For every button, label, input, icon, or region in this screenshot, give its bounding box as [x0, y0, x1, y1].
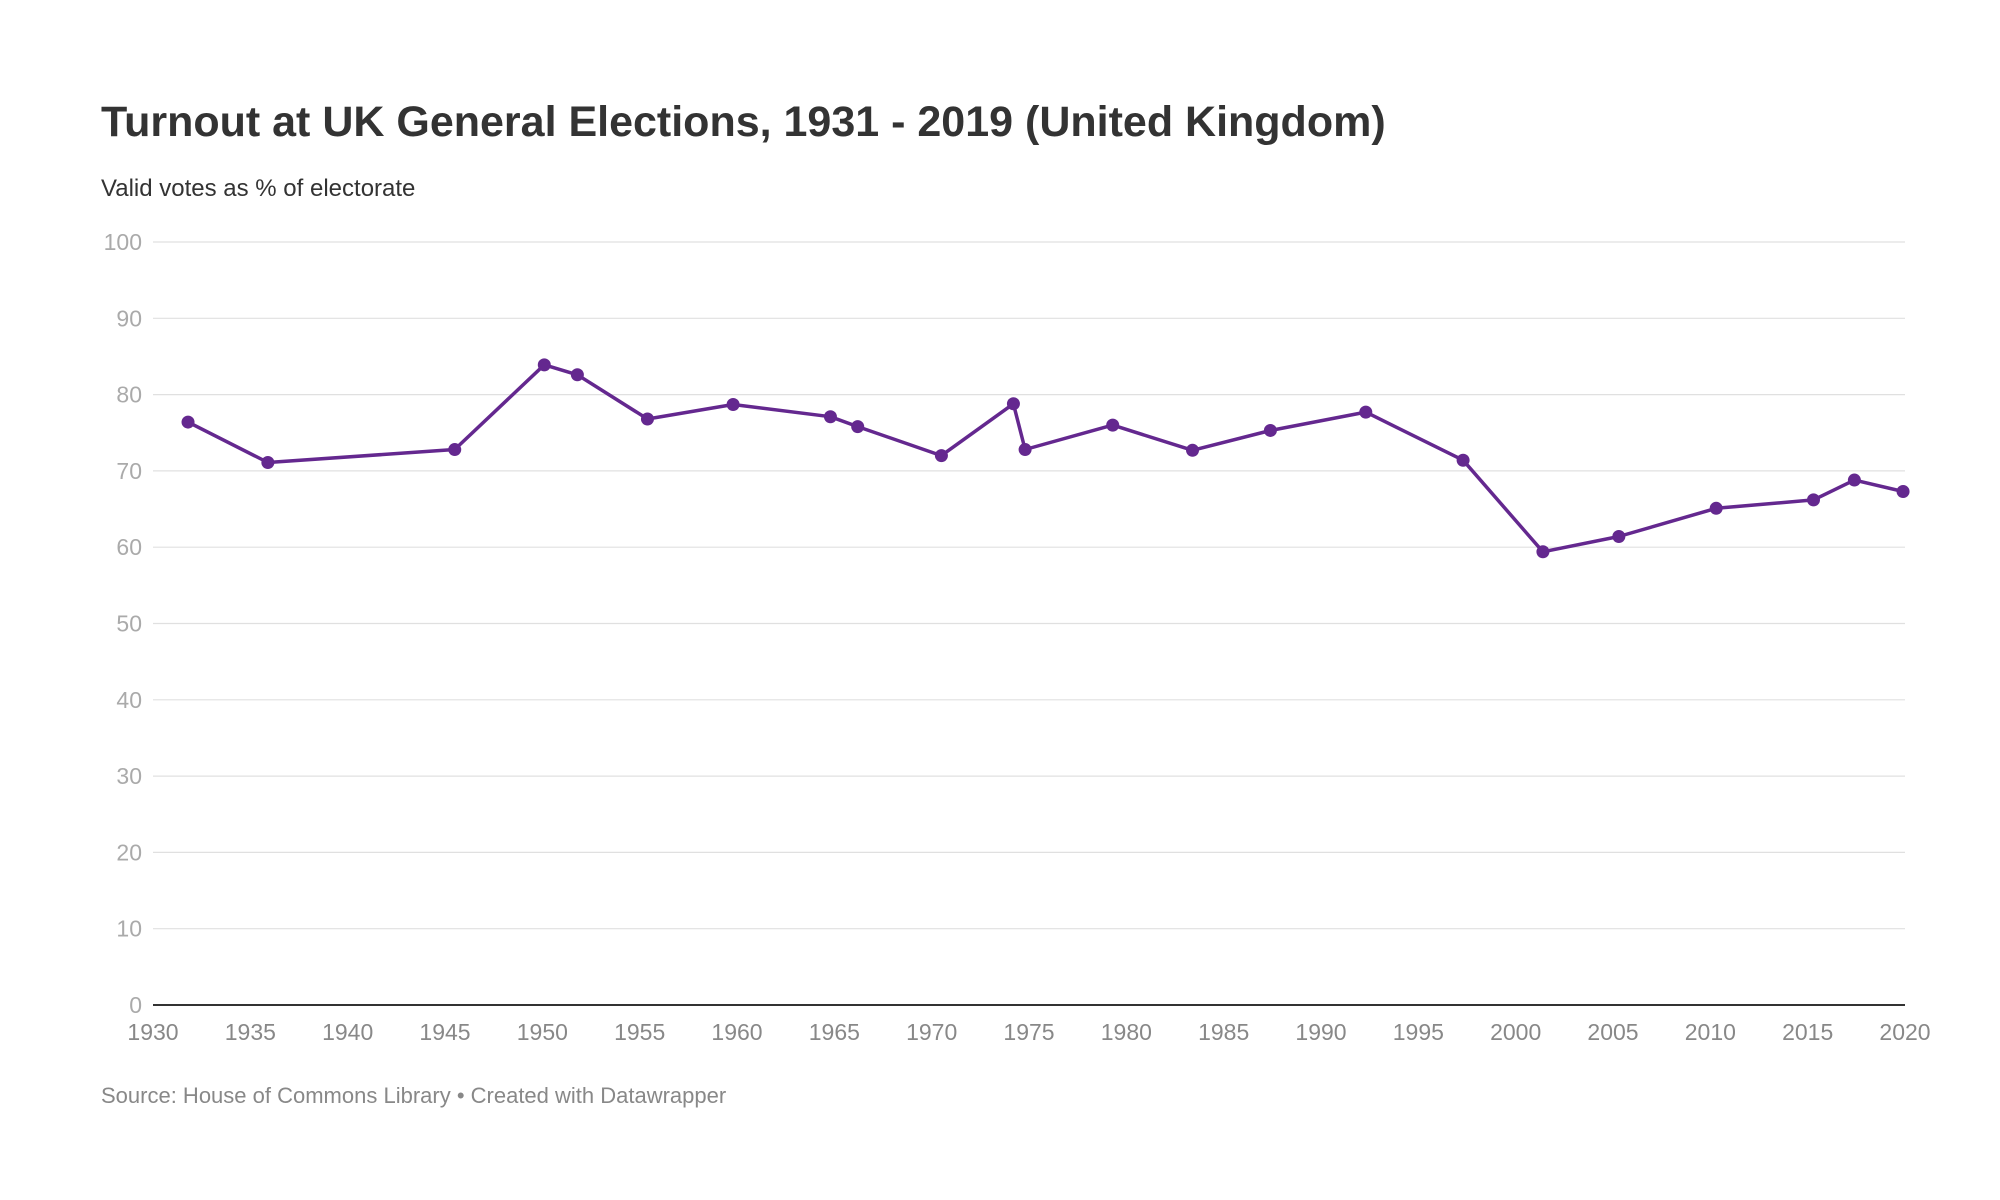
- x-tick-label: 1930: [127, 1019, 178, 1045]
- data-point: [1359, 405, 1373, 419]
- data-point: [261, 456, 275, 470]
- x-tick-label: 1935: [225, 1019, 276, 1045]
- series-line: [186, 363, 1905, 554]
- data-point: [1612, 530, 1626, 544]
- data-point: [1018, 443, 1032, 457]
- x-tick-label: 2015: [1782, 1019, 1833, 1045]
- y-tick-label: 10: [116, 916, 142, 942]
- chart-subtitle: Valid votes as % of electorate: [101, 175, 416, 202]
- turnout-series: [181, 358, 1910, 559]
- x-tick-label: 1980: [1101, 1019, 1152, 1045]
- data-point: [570, 368, 584, 382]
- x-tick-label: 1955: [614, 1019, 665, 1045]
- x-tick-label: 1970: [906, 1019, 957, 1045]
- y-axis-tick-labels: 0 10 20 30 40 50 60 70 80 90 100: [104, 229, 142, 1018]
- x-tick-label: 1960: [711, 1019, 762, 1045]
- x-tick-label: 1990: [1295, 1019, 1346, 1045]
- x-tick-label: 1965: [809, 1019, 860, 1045]
- y-tick-label: 40: [116, 687, 142, 713]
- data-point: [1807, 493, 1821, 507]
- y-tick-label: 30: [116, 763, 142, 789]
- data-point: [726, 398, 740, 412]
- data-point: [1536, 545, 1550, 559]
- data-point: [1709, 501, 1723, 515]
- data-point: [934, 449, 948, 463]
- x-tick-label: 1945: [419, 1019, 470, 1045]
- data-point: [640, 412, 654, 426]
- data-point: [1263, 423, 1277, 437]
- x-tick-label: 2000: [1490, 1019, 1541, 1045]
- y-tick-label: 0: [129, 992, 142, 1018]
- data-point: [537, 358, 551, 372]
- data-point: [448, 443, 462, 457]
- data-point: [1847, 473, 1861, 487]
- y-tick-label: 50: [116, 611, 142, 637]
- x-axis-tick-labels: 1930 1935 1940 1945 1950 1955 1960 1965 1970 1975…: [127, 1019, 1930, 1045]
- x-tick-label: 1940: [322, 1019, 373, 1045]
- x-tick-label: 1950: [517, 1019, 568, 1045]
- y-tick-label: 70: [116, 458, 142, 484]
- data-point: [181, 415, 195, 429]
- x-tick-label: 2010: [1685, 1019, 1736, 1045]
- x-tick-label: 1995: [1393, 1019, 1444, 1045]
- chart-title: Turnout at UK General Elections, 1931 - …: [101, 98, 1386, 146]
- x-tick-label: 1985: [1198, 1019, 1249, 1045]
- data-point: [823, 410, 837, 424]
- y-tick-label: 80: [116, 382, 142, 408]
- x-tick-label: 2020: [1879, 1019, 1930, 1045]
- data-point: [1186, 443, 1200, 457]
- y-tick-label: 90: [116, 305, 142, 331]
- y-tick-label: 60: [116, 534, 142, 560]
- y-gridlines: [153, 241, 1905, 930]
- y-tick-label: 20: [116, 839, 142, 865]
- source-footer: Source: House of Commons Library • Creat…: [101, 1083, 727, 1108]
- data-point: [851, 420, 865, 434]
- data-point: [1896, 485, 1910, 499]
- y-tick-label: 100: [104, 229, 142, 255]
- x-tick-label: 1975: [1003, 1019, 1054, 1045]
- data-point: [1456, 453, 1470, 467]
- data-point: [1106, 418, 1120, 432]
- x-tick-label: 2005: [1587, 1019, 1638, 1045]
- data-point: [1006, 397, 1020, 411]
